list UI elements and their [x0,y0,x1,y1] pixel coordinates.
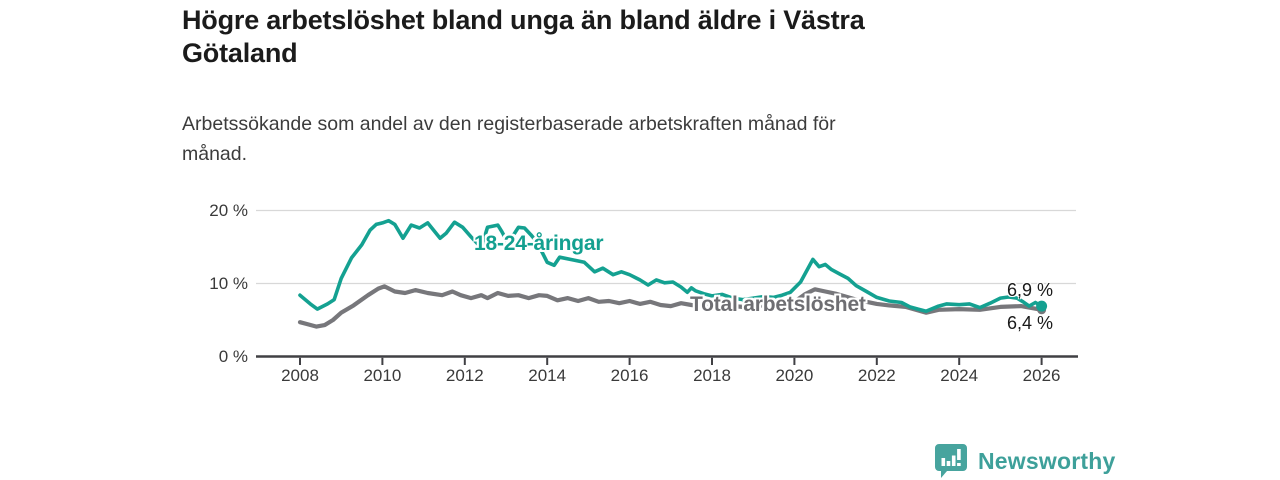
newsworthy-logo: Newsworthy [934,443,1115,479]
end-value-label-youth: 6,9 % [1007,280,1054,300]
chart-bubble-icon [935,444,967,478]
gridlines [256,209,1076,285]
series-label-total: Total arbetslöshet [690,293,866,316]
y-axis-tick-label: 0 % [218,346,248,366]
chart-subtitle: Arbetssökande som andel av den registerb… [182,113,836,165]
series-label-youth: 18-24-åringar [474,232,604,255]
y-axis-tick-label: 20 % [209,200,248,220]
x-axis-tick-label: 2010 [363,366,402,385]
x-axis-tick-label: 2014 [528,366,567,385]
line-series [297,218,1044,329]
chart-title: Högre arbetslöshet bland unga än bland ä… [182,5,865,68]
x-axis-tick-label: 2012 [445,366,484,385]
y-axis-tick-label: 10 % [209,273,248,293]
x-axis-tick-label: 2024 [940,366,979,385]
x-axis-tick-label: 2016 [610,366,649,385]
x-axis-tick-label: 2018 [693,366,731,385]
x-axis-tick-label: 2020 [775,366,814,385]
endpoint-dot-youth [1036,300,1048,312]
newsworthy-wordmark: Newsworthy [978,447,1116,474]
x-axis [256,355,1078,365]
line-series-total [297,284,1044,329]
line-series-youth [298,218,1044,313]
endpoint-dots [1036,300,1048,315]
end-value-label-total: 6,4 % [1007,313,1054,333]
x-axis-tick-label: 2008 [281,366,319,385]
x-axis-tick-label: 2022 [857,366,896,385]
x-axis-tick-label: 2026 [1022,366,1061,385]
